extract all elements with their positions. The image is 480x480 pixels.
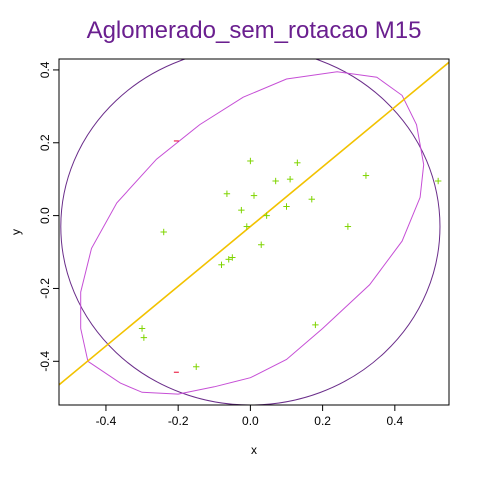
plot-content bbox=[59, 59, 449, 405]
data-point bbox=[258, 241, 265, 248]
data-point bbox=[238, 206, 245, 214]
data-point bbox=[362, 172, 370, 179]
data-point bbox=[160, 228, 167, 236]
data-point bbox=[225, 256, 232, 263]
y-tick-label: 0.0 bbox=[38, 207, 52, 224]
data-point bbox=[193, 363, 200, 370]
data-point bbox=[283, 203, 290, 210]
data-point bbox=[140, 334, 148, 341]
chart-title: Aglomerado_sem_rotacao M15 bbox=[87, 17, 422, 44]
regression-line bbox=[59, 61, 449, 386]
x-axis-label: x bbox=[251, 443, 257, 457]
data-point bbox=[294, 159, 301, 166]
x-tick-label: 0.2 bbox=[314, 414, 331, 428]
data-point bbox=[243, 223, 250, 230]
data-point bbox=[218, 261, 225, 268]
x-tick-label: -0.2 bbox=[168, 414, 189, 428]
ellipse-outline bbox=[80, 71, 425, 395]
data-point bbox=[272, 177, 279, 185]
x-tick-label: -0.4 bbox=[96, 414, 117, 428]
plot-area: -0.4 -0.2 0.0 0.2 0.4 -0.4 -0.2 0.0 0.2 0.4 bbox=[38, 58, 450, 428]
data-point bbox=[229, 254, 236, 261]
y-tick-label: -0.2 bbox=[38, 278, 52, 299]
y-tick-label: 0.2 bbox=[38, 134, 52, 151]
data-point bbox=[223, 190, 231, 197]
x-tick-label: 0.4 bbox=[386, 414, 403, 428]
data-point bbox=[344, 223, 352, 230]
y-axis-label: y bbox=[9, 229, 23, 235]
data-point bbox=[312, 321, 319, 329]
x-tick-label: 0.0 bbox=[242, 414, 259, 428]
data-point bbox=[247, 157, 254, 165]
data-point bbox=[138, 325, 146, 332]
data-point bbox=[434, 177, 442, 185]
y-tick-label: -0.4 bbox=[38, 351, 52, 372]
data-point bbox=[286, 175, 294, 183]
data-point bbox=[263, 212, 270, 219]
data-point bbox=[308, 196, 315, 203]
data-point bbox=[250, 192, 258, 199]
plot-frame bbox=[58, 58, 450, 406]
circle-outline bbox=[60, 59, 441, 405]
y-tick-label: 0.4 bbox=[38, 61, 52, 78]
